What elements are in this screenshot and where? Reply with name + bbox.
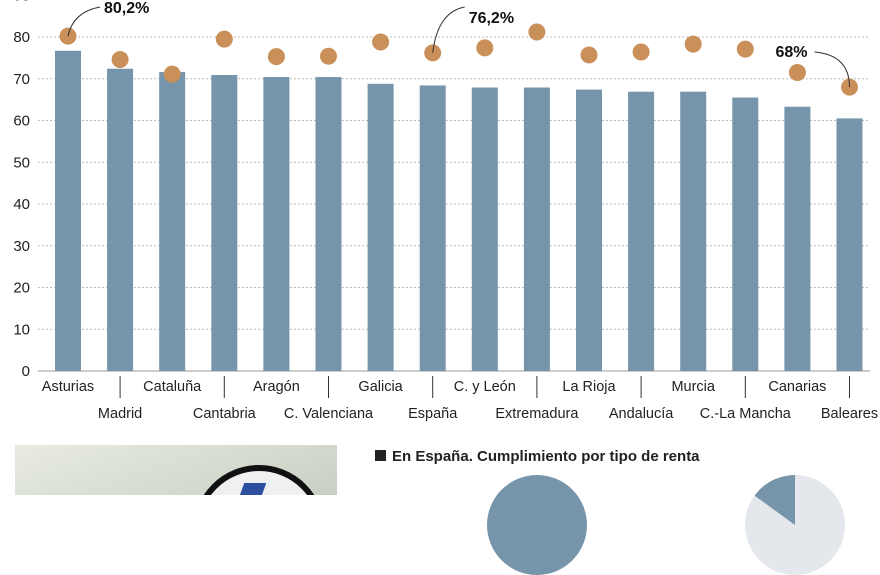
dot (163, 65, 181, 83)
x-tick-label: La Rioja (562, 379, 616, 395)
bar (784, 106, 811, 371)
x-tick-label: Cantabria (193, 406, 257, 422)
bar (628, 91, 655, 371)
square-bullet-icon (375, 450, 386, 461)
dot (528, 23, 546, 41)
y-tick-label: 40 (13, 196, 30, 213)
x-tick-label: Madrid (98, 406, 142, 422)
y-tick-label: 80 (13, 29, 30, 46)
bar (107, 68, 134, 371)
y-tick-label: 90 (13, 0, 30, 4)
dot (632, 43, 650, 61)
annotation-label: 80,2% (104, 0, 149, 17)
section-title: En España. Cumplimiento por tipo de rent… (375, 448, 700, 465)
x-tick-label: Baleares (821, 406, 878, 422)
annotation-label: 76,2% (469, 10, 514, 27)
x-tick-label: C. y León (454, 379, 516, 395)
dot (215, 30, 233, 48)
bar (419, 85, 446, 372)
annotation-leader (67, 6, 101, 37)
dot (684, 35, 702, 53)
x-tick-label: Aragón (253, 379, 300, 395)
x-tick-label: C.-La Mancha (700, 406, 792, 422)
section-title-text: En España. Cumplimiento por tipo de rent… (392, 448, 700, 465)
dot (111, 51, 129, 69)
bar (576, 89, 602, 371)
dot (267, 48, 285, 66)
pie-chart-2 (745, 475, 845, 575)
x-tick-label: Canarias (768, 379, 826, 395)
x-tick-label: España (408, 406, 458, 422)
bar (159, 72, 186, 371)
bar (732, 97, 759, 371)
bar (367, 83, 394, 371)
x-tick-label: C. Valenciana (284, 406, 374, 422)
y-tick-label: 30 (13, 238, 30, 255)
magnifier-icon (193, 465, 325, 495)
bar-chart: 0 10 20 30 40 50 60 70 80 90 AsturiasMadridCataluñ… (13, 0, 878, 422)
annotation-leader (814, 51, 850, 88)
dot (476, 39, 494, 57)
y-tick-label: 0 (22, 363, 30, 380)
dot (372, 33, 390, 51)
bar (836, 118, 863, 371)
x-tick-label: Asturias (42, 379, 94, 395)
dot (580, 46, 598, 64)
y-tick-label: 50 (13, 154, 30, 171)
bar (315, 77, 342, 371)
bar (523, 87, 550, 371)
y-tick-label: 10 (13, 321, 30, 338)
bar (211, 74, 238, 372)
x-tick-label: Galicia (358, 379, 403, 395)
annotation-label: 68% (775, 44, 807, 61)
dot (788, 63, 806, 81)
bar (263, 77, 290, 371)
tax-form-magnifier-photo (15, 445, 337, 495)
dot (320, 47, 337, 65)
dot (736, 40, 754, 58)
y-tick-label: 60 (13, 113, 30, 130)
bar (471, 87, 498, 371)
x-tick-label: Andalucía (609, 406, 674, 422)
x-tick-label: Cataluña (143, 379, 202, 395)
bar (680, 91, 707, 371)
y-tick-label: 20 (13, 280, 30, 297)
pie-chart-1 (487, 475, 587, 575)
y-tick-label: 70 (13, 71, 30, 88)
annotation-leader (432, 6, 465, 53)
x-tick-label: Extremadura (495, 406, 579, 422)
x-tick-label: Murcia (671, 379, 715, 395)
bar (55, 50, 81, 372)
